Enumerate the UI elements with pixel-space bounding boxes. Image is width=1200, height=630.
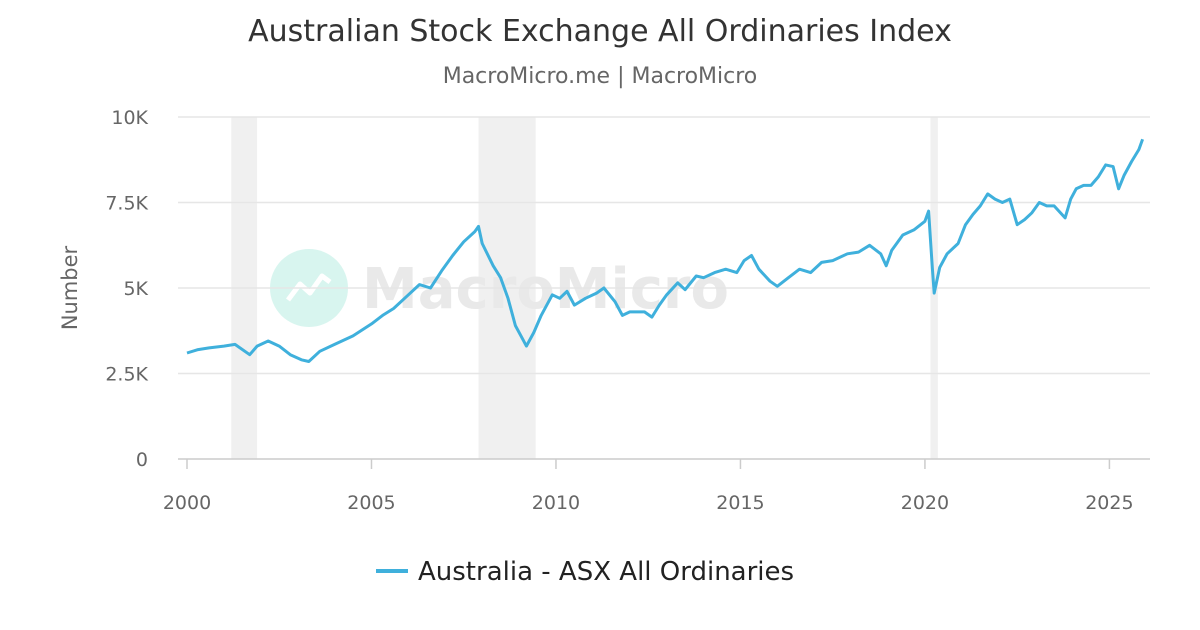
series-line-0[interactable] bbox=[186, 138, 1145, 363]
series-layer bbox=[186, 138, 1145, 363]
chart-subtitle: MacroMicro.me | MacroMicro bbox=[442, 64, 758, 89]
watermark-trend-icon bbox=[286, 273, 332, 302]
x-tick-label: 2025 bbox=[1085, 492, 1133, 514]
x-tick-label: 2000 bbox=[163, 492, 211, 514]
chart-title: Australian Stock Exchange All Ordinaries… bbox=[248, 14, 952, 49]
y-tick-label: 5K bbox=[123, 278, 148, 300]
legend-label: Australia - ASX All Ordinaries bbox=[418, 557, 794, 587]
x-axis: 2000 2005 2010 2015 2020 2025 bbox=[163, 459, 1134, 514]
watermark-text: MacroMicro bbox=[362, 257, 729, 322]
legend[interactable]: Australia - ASX All Ordinaries bbox=[376, 557, 794, 587]
y-axis: 0 2.5K 5K 7.5K 10K bbox=[105, 107, 148, 471]
y-tick-label: 10K bbox=[111, 107, 148, 129]
x-tick-label: 2020 bbox=[901, 492, 949, 514]
grid-lines bbox=[178, 116, 1150, 460]
x-tick-label: 2015 bbox=[716, 492, 764, 514]
y-tick-label: 2.5K bbox=[105, 364, 148, 386]
x-tick-label: 2005 bbox=[347, 492, 395, 514]
y-tick-label: 0 bbox=[136, 449, 148, 471]
y-axis-title: Number bbox=[58, 245, 82, 330]
y-tick-label: 7.5K bbox=[105, 193, 148, 215]
x-tick-label: 2010 bbox=[532, 492, 580, 514]
